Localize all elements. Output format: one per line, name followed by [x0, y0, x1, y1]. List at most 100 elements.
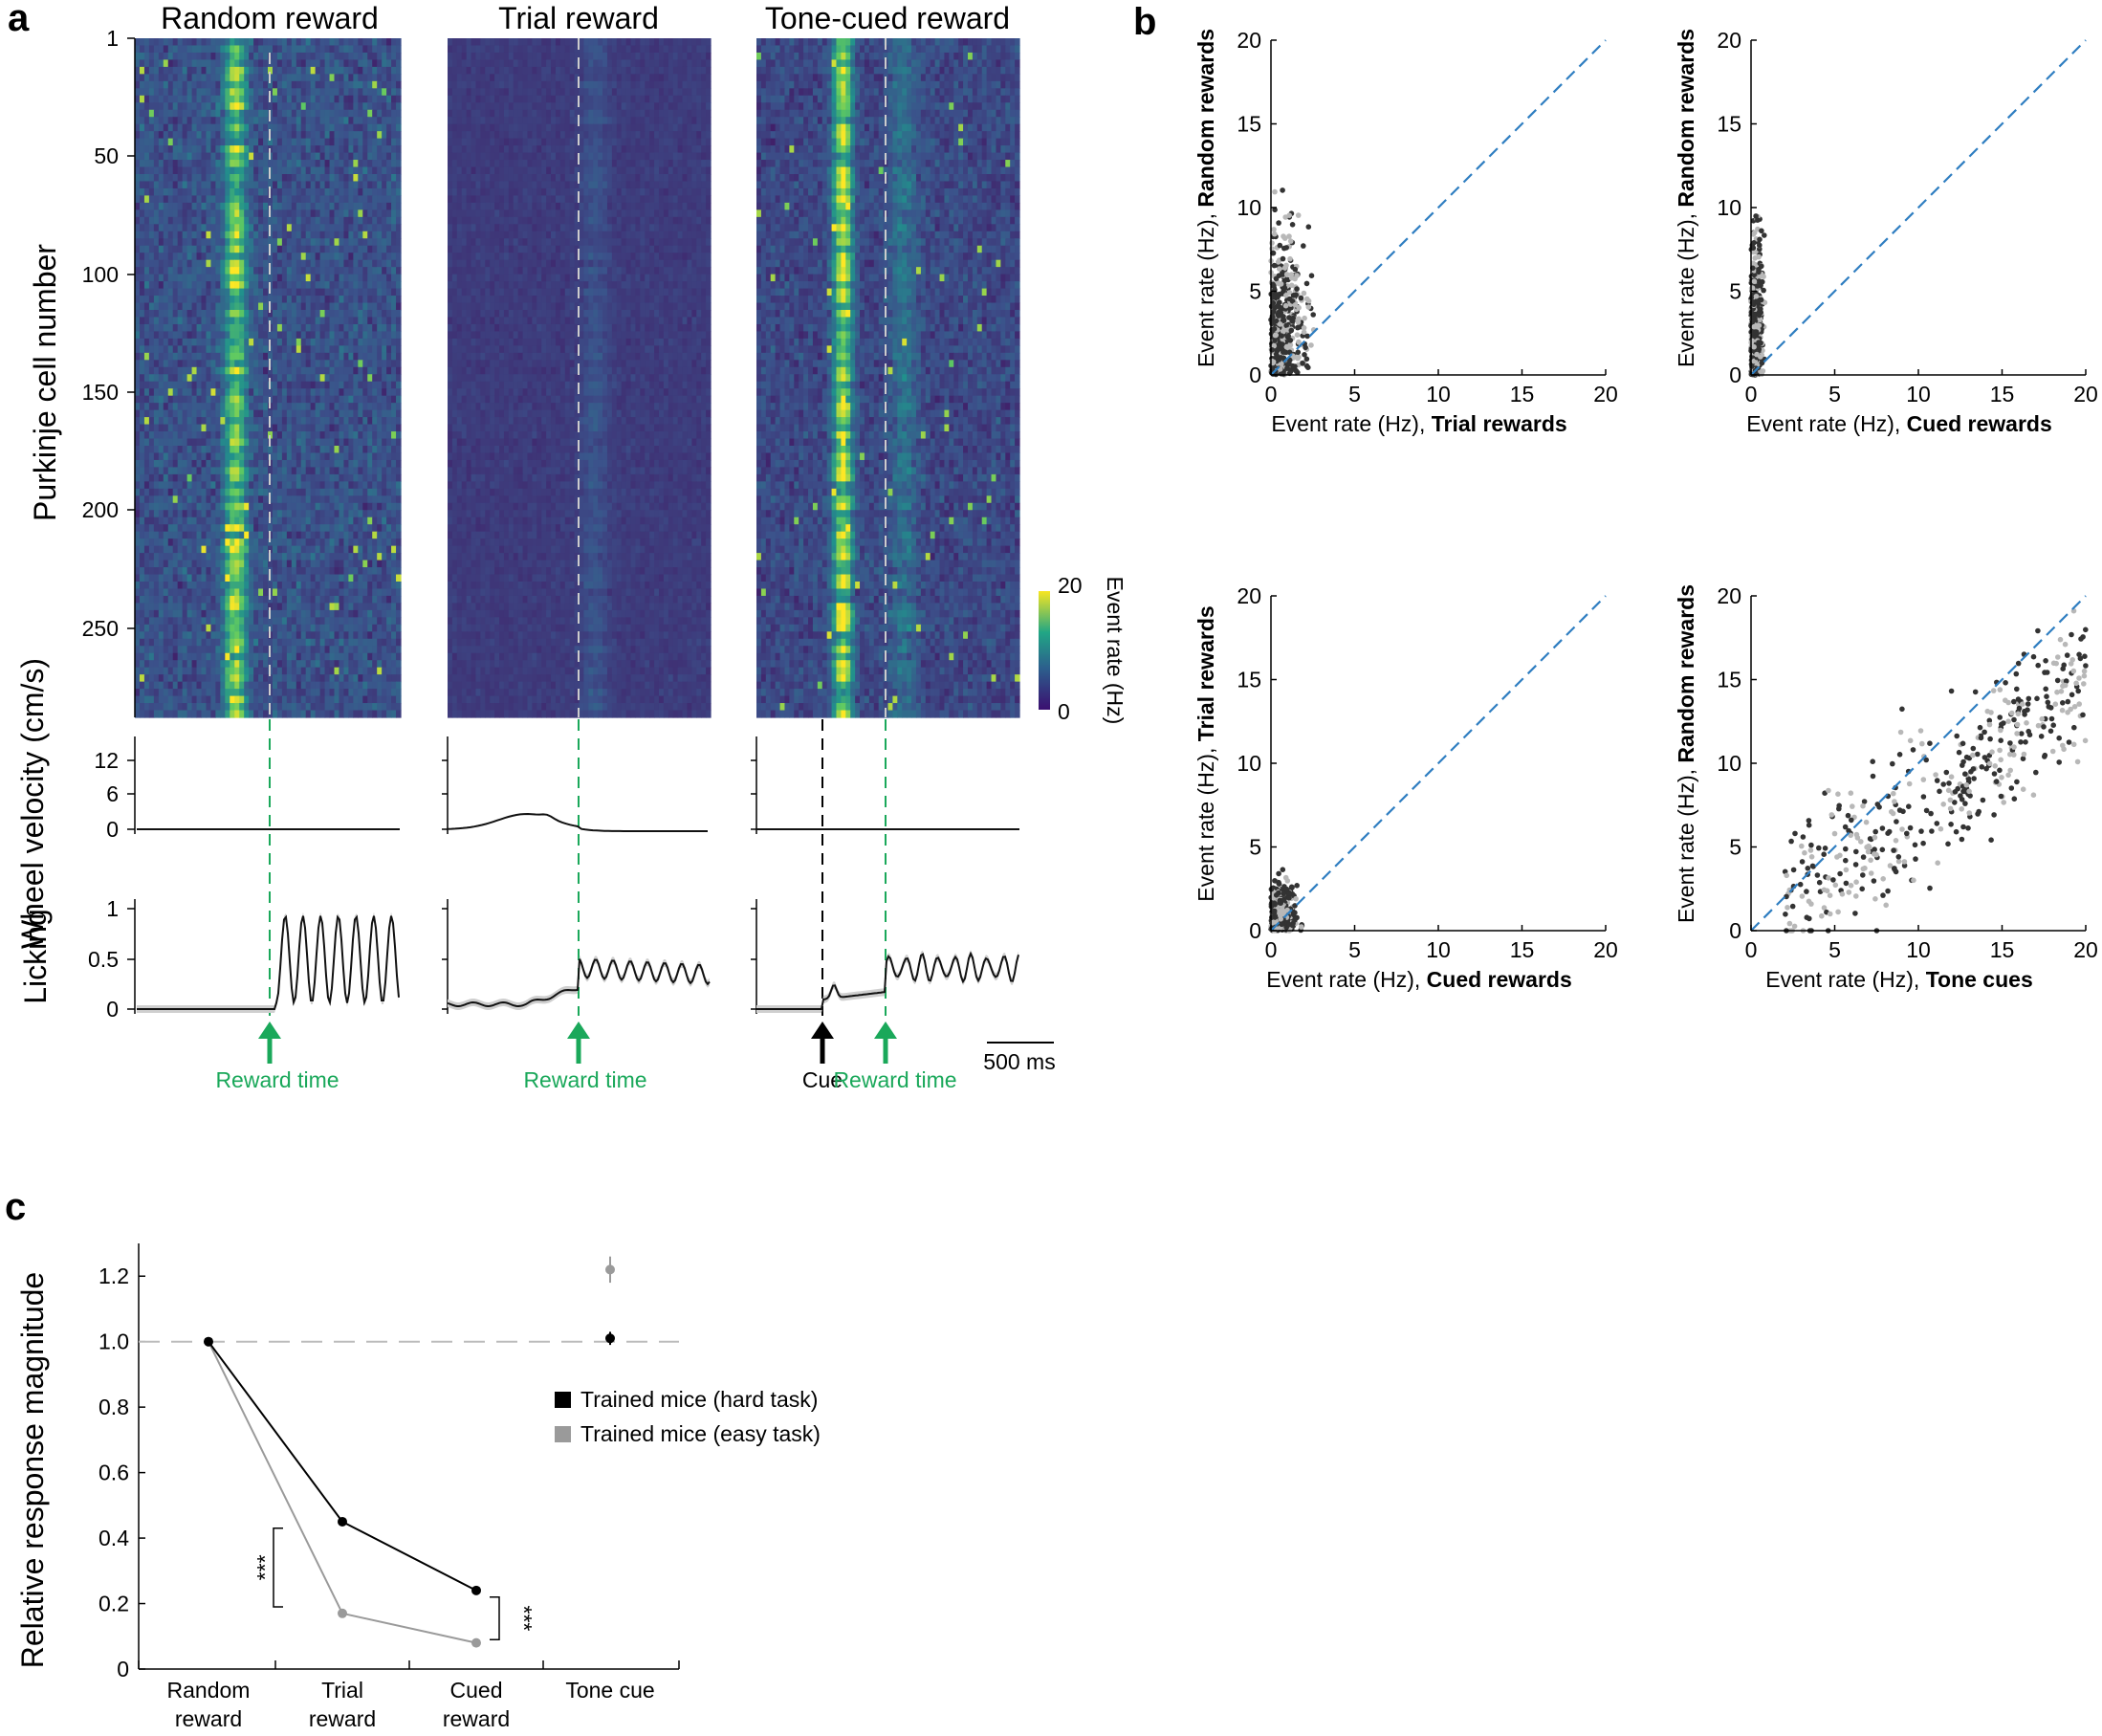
heatmap-cell	[139, 80, 145, 89]
heatmap-cell	[348, 296, 354, 304]
heatmap-cell	[372, 660, 378, 669]
heatmap-cell	[139, 403, 145, 411]
heatmap-cell	[353, 531, 359, 539]
heatmap-cell	[253, 595, 259, 604]
heatmap-cell	[253, 166, 259, 175]
heatmap-cell	[358, 409, 363, 418]
heatmap-cell	[391, 560, 397, 568]
heatmap-cell	[281, 174, 288, 183]
heatmap-cell	[319, 281, 326, 290]
heatmap-cell	[148, 531, 155, 539]
heatmap-cell	[263, 38, 269, 47]
heatmap-cell	[305, 288, 312, 297]
heatmap-cell	[167, 231, 174, 239]
heatmap-cell	[324, 381, 331, 389]
heatmap-cell	[186, 302, 193, 311]
heatmap-cell	[343, 488, 349, 496]
heatmap-cell	[272, 488, 278, 496]
heatmap-cell	[263, 187, 269, 197]
heatmap-cell	[234, 238, 240, 247]
heatmap-cell	[206, 74, 212, 82]
heatmap-cell	[372, 123, 378, 132]
heatmap-cell	[276, 338, 283, 346]
heatmap-cell	[296, 624, 302, 632]
heatmap-cell	[153, 109, 160, 118]
heatmap-cell	[348, 646, 354, 654]
heatmap-cell	[234, 267, 240, 275]
heatmap-cell	[358, 366, 363, 375]
heatmap-cell	[310, 302, 317, 311]
heatmap-cell	[372, 166, 378, 175]
heatmap-cell	[324, 403, 331, 411]
heatmap-cell	[286, 317, 293, 325]
heatmap-cell	[296, 38, 302, 47]
heatmap-cell	[339, 459, 345, 469]
heatmap-cell	[196, 582, 203, 590]
heatmap-cell	[220, 66, 226, 75]
heatmap-cell	[386, 302, 392, 311]
heatmap-cell	[182, 145, 188, 154]
heatmap-cell	[186, 195, 193, 204]
heatmap-cell	[286, 310, 293, 319]
heatmap-cell	[305, 145, 312, 154]
heatmap-cell	[339, 446, 345, 454]
heatmap-cell	[382, 109, 387, 118]
heatmap-cell	[177, 502, 184, 511]
heatmap-cell	[358, 174, 363, 183]
heatmap-cell	[372, 181, 378, 189]
heatmap-cell	[334, 224, 340, 232]
heatmap-cell	[353, 366, 359, 375]
heatmap-cell	[206, 231, 212, 239]
heatmap-cell	[153, 538, 160, 547]
heatmap-cell	[315, 631, 321, 640]
heatmap-cell	[143, 624, 150, 632]
heatmap-cell	[186, 59, 193, 68]
heatmap-cell	[286, 216, 293, 225]
heatmap-cell	[244, 524, 250, 533]
heatmap-cell	[163, 302, 169, 311]
heatmap-cell	[377, 109, 383, 118]
heatmap-cell	[377, 388, 383, 397]
heatmap-cell	[281, 388, 288, 397]
heatmap-cell	[148, 281, 155, 290]
heatmap-cell	[186, 131, 193, 140]
heatmap-cell	[239, 545, 245, 554]
heatmap-cell	[358, 538, 363, 547]
heatmap-cell	[196, 202, 203, 210]
heatmap-cell	[206, 338, 212, 346]
heatmap-cell	[334, 102, 340, 111]
heatmap-cell	[305, 603, 312, 611]
heatmap-cell	[382, 145, 387, 154]
heatmap-cell	[296, 667, 302, 675]
heatmap-cell	[249, 652, 254, 661]
heatmap-cell	[353, 495, 359, 504]
heatmap-cell	[276, 388, 283, 397]
heatmap-cell	[249, 488, 254, 496]
heatmap-cell	[281, 102, 288, 111]
heatmap-cell	[348, 524, 354, 533]
heatmap-cell	[215, 345, 221, 354]
heatmap-cell	[268, 524, 274, 533]
heatmap-cell	[329, 531, 336, 539]
heatmap-cell	[358, 631, 363, 640]
heatmap-cell	[300, 431, 307, 440]
heatmap-cell	[253, 181, 259, 189]
heatmap-cell	[196, 595, 203, 604]
heatmap-cell	[362, 195, 368, 204]
heatmap-cell	[291, 417, 297, 426]
heatmap-cell	[258, 553, 264, 561]
heatmap-cell	[143, 187, 150, 197]
heatmap-cell	[234, 510, 240, 518]
heatmap-cell	[177, 403, 184, 411]
heatmap-cell	[319, 216, 326, 225]
heatmap-cell	[210, 545, 216, 554]
heatmap-cell	[253, 209, 259, 218]
heatmap-cell	[386, 152, 392, 161]
heatmap-cell	[348, 538, 354, 547]
heatmap-cell	[148, 667, 155, 675]
heatmap-cell	[396, 409, 402, 418]
heatmap-cell	[315, 323, 321, 333]
heatmap-cell	[191, 567, 198, 576]
heatmap-cell	[163, 467, 169, 475]
heatmap-cell	[386, 117, 392, 125]
